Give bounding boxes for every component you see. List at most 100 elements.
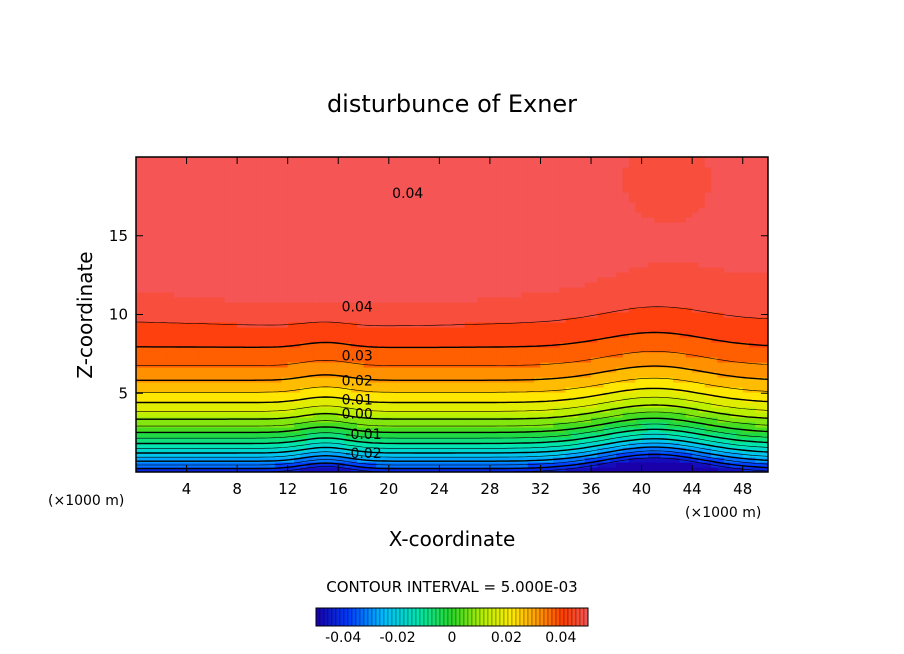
- contour-cell: [489, 357, 497, 363]
- contour-cell: [407, 212, 415, 218]
- contour-cell: [287, 187, 295, 193]
- contour-cell: [294, 207, 301, 213]
- contour-cell: [502, 457, 510, 463]
- contour-cell: [148, 437, 156, 443]
- contour-cell: [546, 337, 554, 343]
- contour-cell: [211, 402, 219, 408]
- contour-cell: [237, 332, 245, 338]
- contour-cell: [224, 287, 232, 293]
- contour-cell: [199, 202, 207, 208]
- contour-cell: [414, 342, 421, 348]
- contour-cell: [388, 312, 396, 318]
- contour-cell: [496, 402, 504, 408]
- contour-cell: [243, 222, 251, 228]
- contour-cell: [628, 227, 636, 233]
- contour-cell: [521, 237, 529, 243]
- contour-cell: [338, 197, 346, 203]
- contour-cell: [363, 302, 371, 308]
- contour-cell: [262, 352, 270, 358]
- contour-cell: [521, 432, 529, 438]
- contour-cell: [489, 202, 497, 208]
- contour-cell: [439, 337, 447, 343]
- contour-cell: [635, 377, 643, 383]
- contour-cell: [565, 332, 573, 338]
- contour-cell: [483, 257, 491, 263]
- contour-cell: [154, 287, 162, 293]
- contour-cell: [439, 232, 447, 238]
- contour-cell: [622, 242, 630, 248]
- contour-cell: [515, 257, 523, 263]
- contour-cell: [186, 282, 194, 288]
- contour-cell: [173, 402, 181, 408]
- contour-cell: [489, 222, 497, 228]
- contour-cell: [237, 437, 245, 443]
- contour-cell: [414, 257, 421, 263]
- contour-cell: [338, 362, 346, 368]
- contour-cell: [154, 342, 162, 348]
- contour-cell: [546, 352, 554, 358]
- contour-cell: [559, 307, 567, 313]
- contour-cell: [338, 227, 346, 233]
- contour-cell: [452, 212, 459, 218]
- contour-cell: [565, 307, 573, 313]
- contour-cell: [173, 352, 181, 358]
- contour-cell: [256, 352, 263, 358]
- contour-cell: [211, 307, 219, 313]
- contour-cell: [616, 422, 624, 428]
- contour-cell: [306, 242, 314, 248]
- contour-cell: [489, 167, 497, 173]
- contour-cell: [508, 237, 516, 243]
- contour-cell: [407, 167, 415, 173]
- contour-cell: [603, 332, 611, 338]
- contour-cell: [357, 192, 365, 198]
- contour-cell: [388, 407, 396, 413]
- contour-cell: [148, 367, 156, 373]
- contour-cell: [224, 232, 232, 238]
- contour-cell: [319, 162, 327, 168]
- contour-cell: [325, 232, 333, 238]
- contour-cell: [540, 312, 548, 318]
- contour-cell: [458, 367, 466, 373]
- contour-cell: [591, 397, 598, 403]
- contour-cell: [565, 467, 573, 472]
- contour-cell: [483, 302, 491, 308]
- contour-cell: [439, 352, 447, 358]
- contour-cell: [287, 317, 295, 323]
- contour-cell: [496, 292, 504, 298]
- contour-cell: [319, 447, 327, 453]
- contour-cell: [433, 237, 440, 243]
- contour-cell: [363, 197, 371, 203]
- contour-cell: [382, 202, 390, 208]
- contour-cell: [414, 432, 421, 438]
- contour-cell: [527, 337, 535, 343]
- contour-cell: [325, 267, 333, 273]
- contour-cell: [199, 237, 207, 243]
- contour-cell: [597, 207, 605, 213]
- contour-cell: [173, 322, 181, 328]
- contour-cell: [559, 252, 567, 258]
- contour-cell: [199, 222, 207, 228]
- contour-cell: [148, 187, 156, 193]
- contour-cell: [331, 357, 339, 363]
- contour-cell: [553, 372, 561, 378]
- contour-cell: [622, 337, 630, 343]
- contour-cell: [508, 302, 516, 308]
- contour-cell: [578, 277, 586, 283]
- contour-cell: [477, 357, 485, 363]
- contour-cell: [350, 187, 358, 193]
- contour-cell: [186, 197, 194, 203]
- contour-cell: [603, 212, 611, 218]
- contour-cell: [262, 422, 270, 428]
- contour-cell: [357, 217, 365, 223]
- contour-cell: [167, 402, 175, 408]
- contour-cell: [628, 177, 636, 183]
- contour-cell: [344, 322, 352, 328]
- contour-cell: [433, 362, 440, 368]
- contour-cell: [407, 362, 415, 368]
- contour-cell: [344, 352, 352, 358]
- contour-cell: [496, 297, 504, 303]
- contour-cell: [439, 242, 447, 248]
- contour-cell: [230, 277, 238, 283]
- contour-cell: [502, 187, 510, 193]
- contour-cell: [268, 407, 276, 413]
